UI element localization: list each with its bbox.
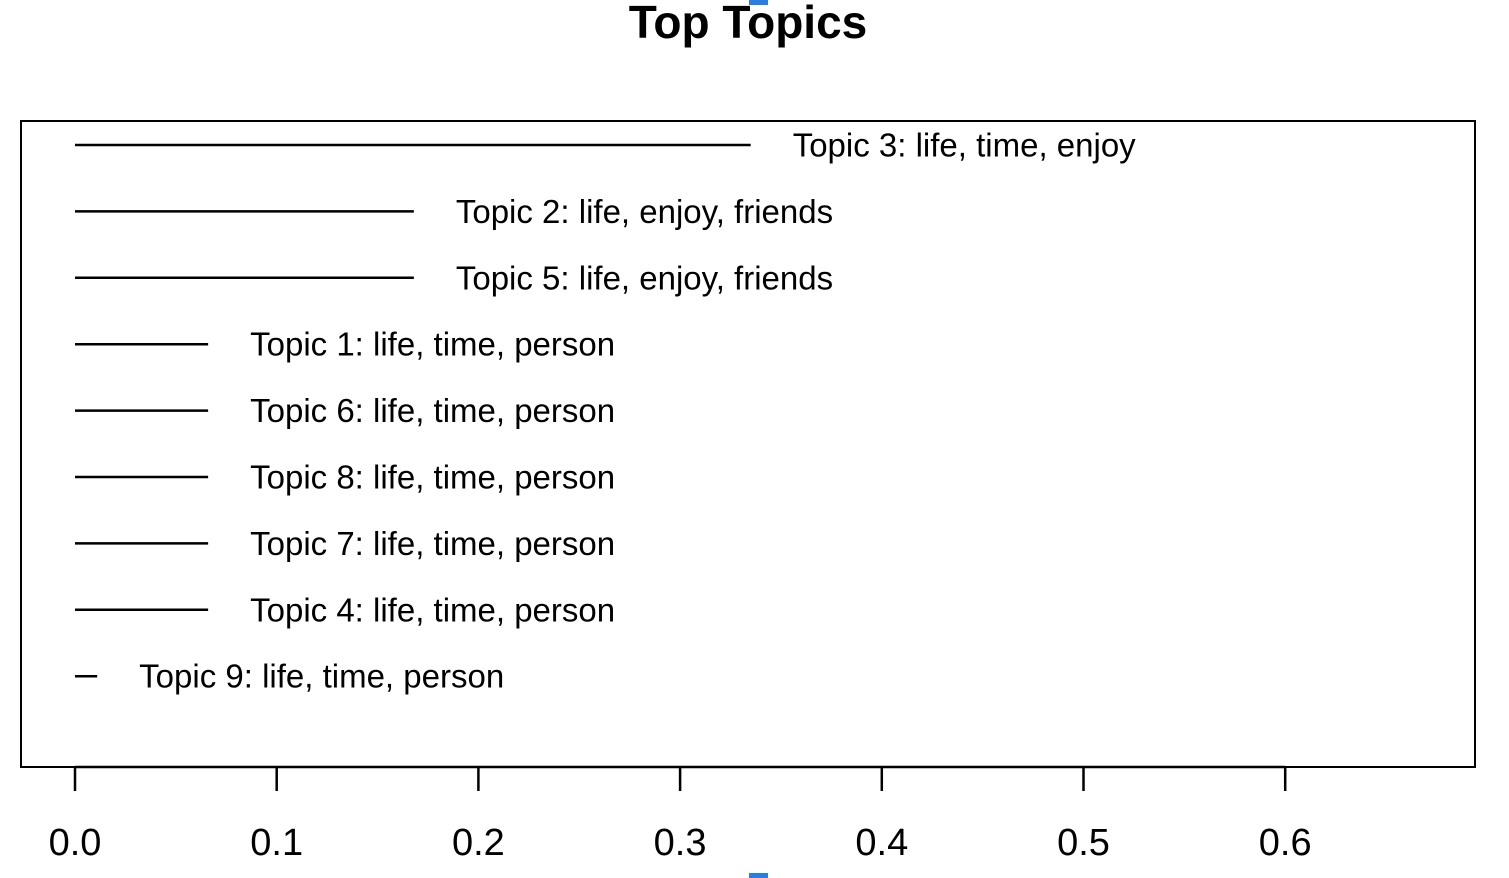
topic-label: Topic 9: life, time, person [139,658,504,695]
x-axis: 0.0 0.1 0.2 0.3 0.4 0.5 0.6 [49,765,1312,864]
x-tick-label: 0.6 [1259,822,1312,864]
x-tick-label: 0.4 [855,822,908,864]
topic-label: Topic 4: life, time, person [250,591,615,628]
top-marker [749,0,768,5]
x-tick-label: 0.5 [1057,822,1110,864]
topic-label: Topic 6: life, time, person [250,392,615,429]
topic-label: Topic 7: life, time, person [250,525,615,562]
topic-label: Topic 2: life, enjoy, friends [456,193,833,230]
x-tick-label: 0.0 [49,822,102,864]
topic-label: Topic 5: life, enjoy, friends [456,259,833,296]
x-tick-label: 0.2 [452,822,505,864]
chart-title: Top Topics [629,0,868,48]
bottom-marker [749,873,768,878]
x-tick-label: 0.1 [250,822,303,864]
topic-label: Topic 3: life, time, enjoy [793,127,1136,164]
topic-label: Topic 1: life, time, person [250,326,615,363]
topic-label: Topic 8: life, time, person [250,459,615,496]
x-tick-label: 0.3 [654,822,707,864]
topic-labels: Topic 3: life, time, enjoy Topic 2: life,… [139,127,1136,695]
topic-bars [75,143,751,678]
